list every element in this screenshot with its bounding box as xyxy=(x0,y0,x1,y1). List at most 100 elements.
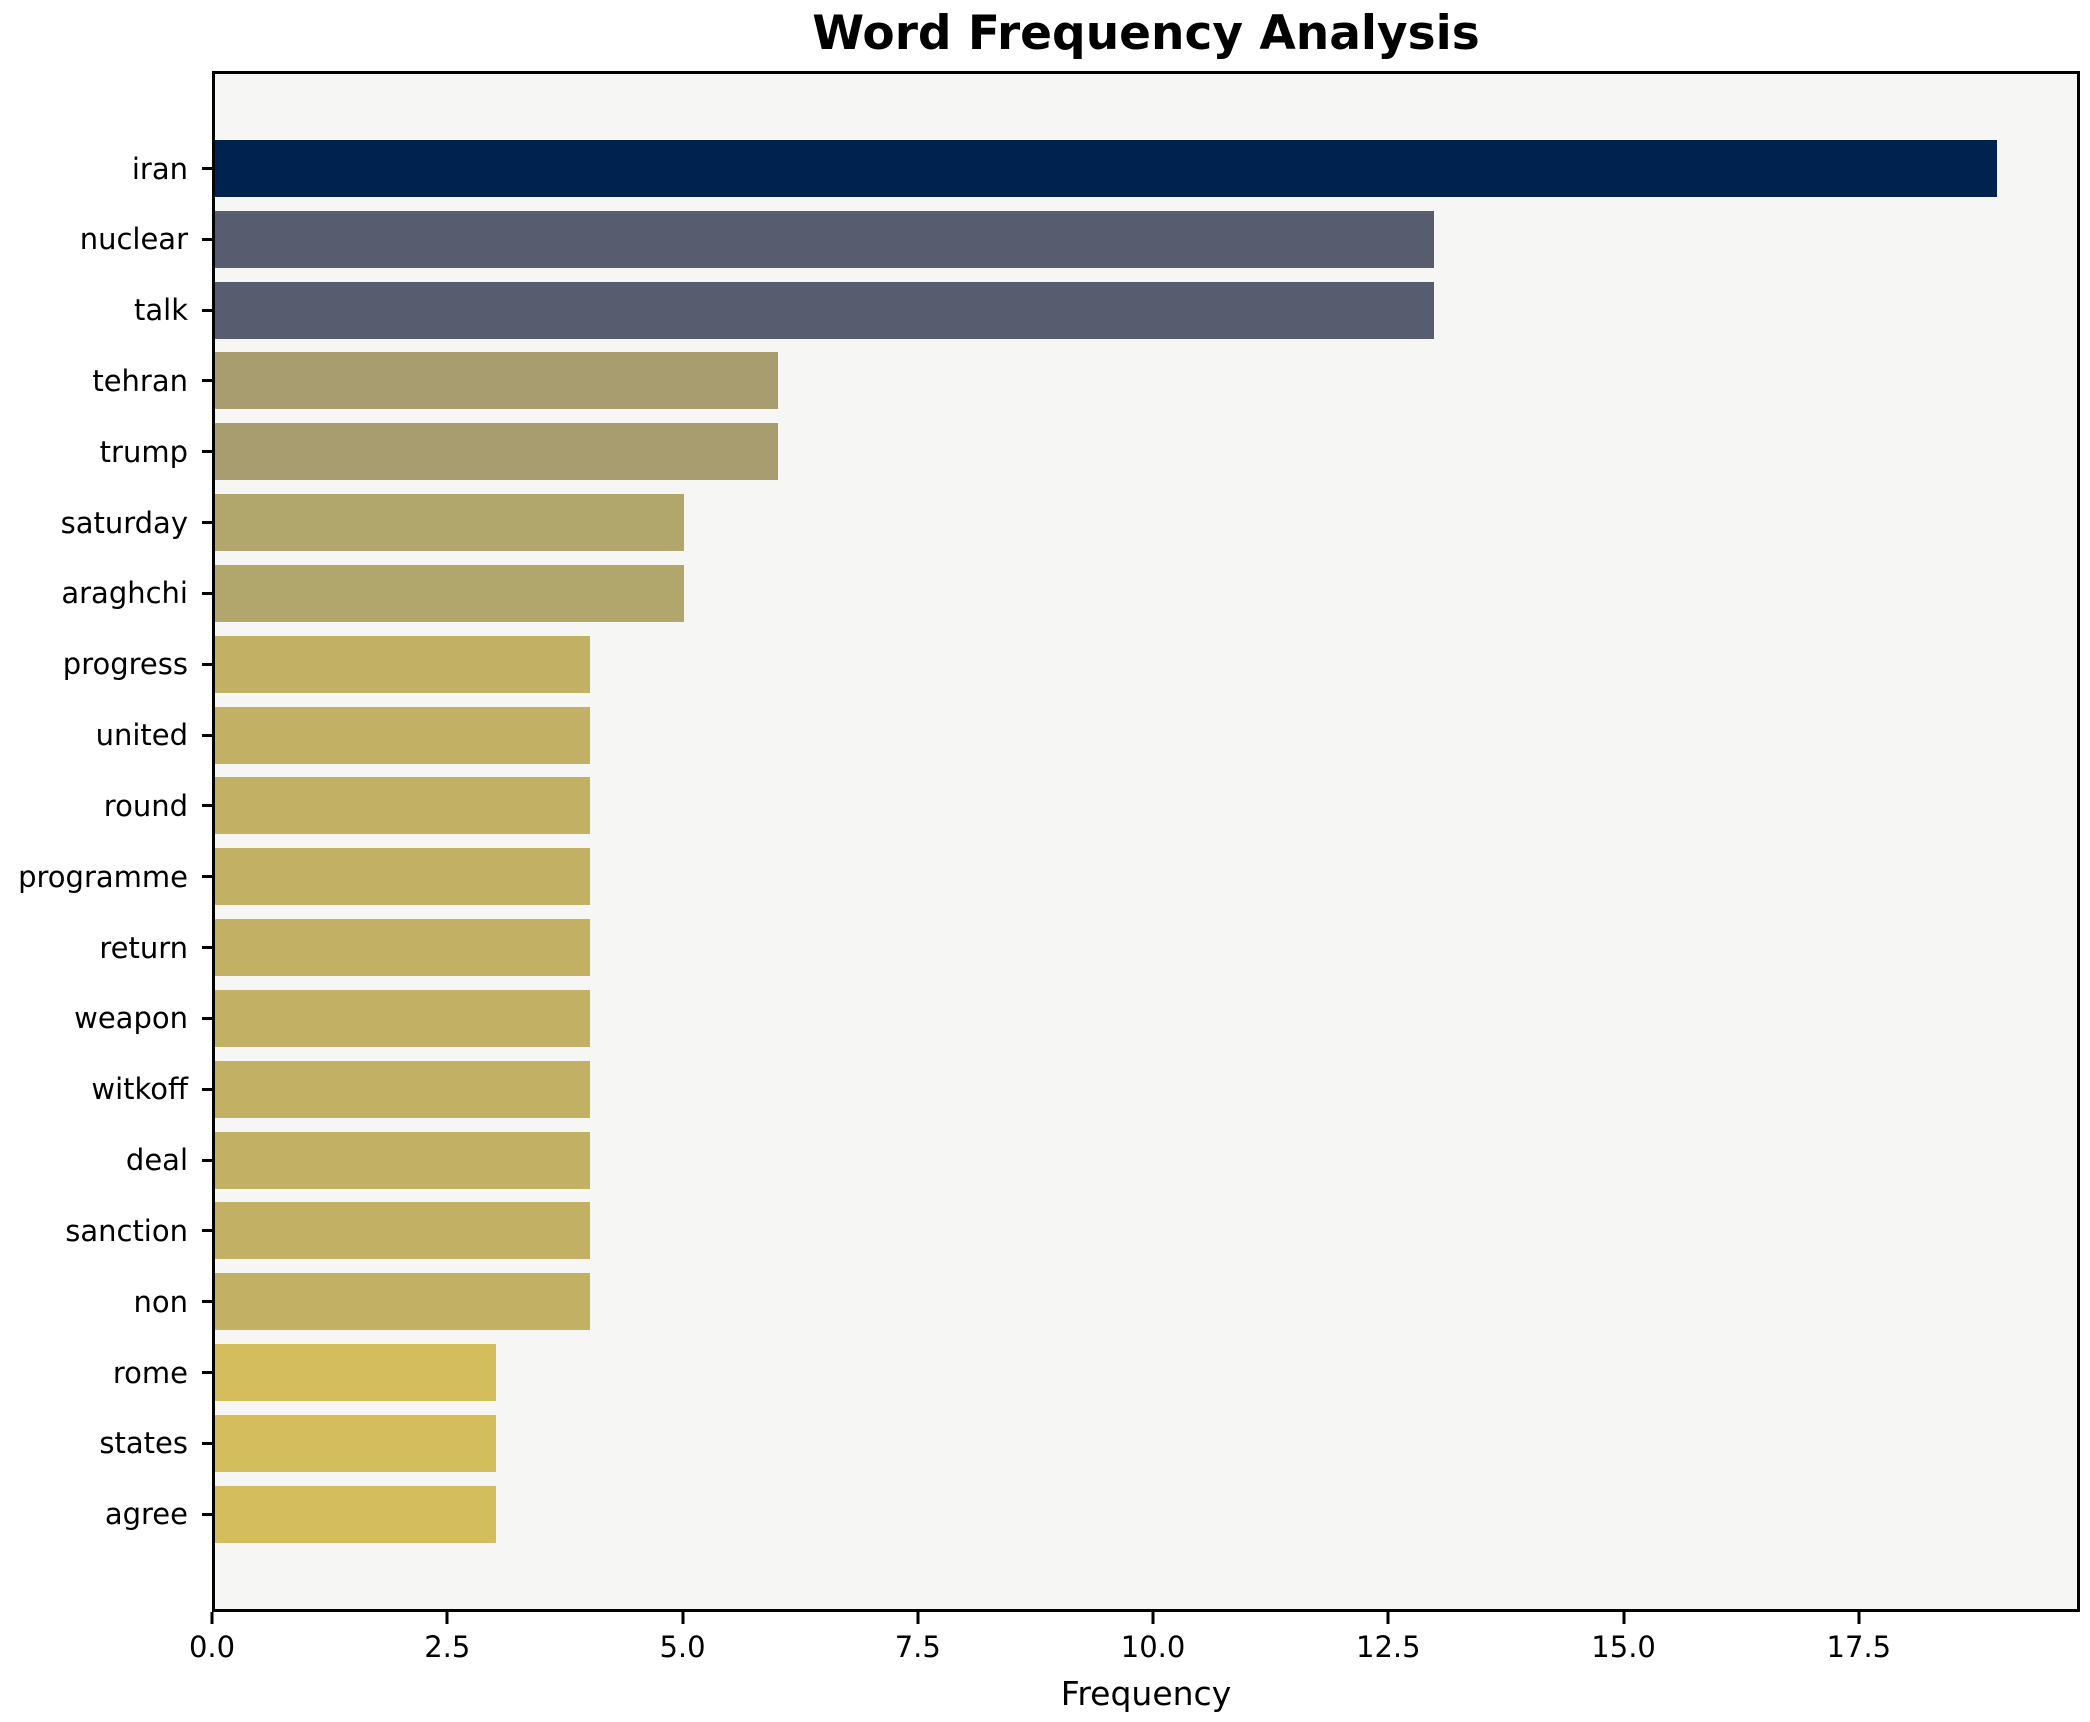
frequency-bar xyxy=(215,919,591,977)
x-tick-mark xyxy=(210,1612,214,1624)
y-tick-mark xyxy=(202,167,212,170)
category-label: araghchi xyxy=(61,576,188,611)
frequency-bar xyxy=(215,1060,591,1118)
category-label: deal xyxy=(125,1143,188,1178)
y-tick-mark xyxy=(202,379,212,383)
frequency-bar xyxy=(215,1131,591,1189)
y-tick-mark xyxy=(202,237,212,241)
category-label: agree xyxy=(104,1497,188,1532)
frequency-bar xyxy=(215,848,591,906)
plot-area: iran nuclear talk tehran trump saturday araghc… xyxy=(18,71,2080,1612)
frequency-bar xyxy=(215,706,591,764)
category-label: states xyxy=(99,1426,188,1461)
frequency-bar xyxy=(215,210,1435,268)
category-label: united xyxy=(95,718,188,753)
frequency-bar xyxy=(215,1202,591,1260)
bar-row-united: united xyxy=(96,706,2077,764)
category-label: weapon xyxy=(74,1001,188,1036)
y-tick-mark xyxy=(202,804,212,808)
x-axis: 0.0 2.5 5.0 7.5 10.0 12.5 15.0 17.5 xyxy=(189,1612,2080,1672)
x-tick-mark xyxy=(1151,1612,1155,1624)
category-label: tehran xyxy=(92,363,188,398)
x-tick-mark xyxy=(445,1612,449,1624)
frequency-bar xyxy=(215,352,778,410)
x-tick-label: 7.5 xyxy=(894,1630,941,1664)
x-tick-label: 2.5 xyxy=(424,1630,471,1664)
frequency-bar xyxy=(215,635,591,693)
x-tick-label: 0.0 xyxy=(188,1630,236,1664)
category-label: rome xyxy=(112,1355,188,1390)
frequency-bar xyxy=(215,1485,497,1543)
category-label: programme xyxy=(18,859,188,894)
bar-row-non: non xyxy=(133,1273,2077,1331)
x-tick-label: 12.5 xyxy=(1356,1630,1421,1664)
y-tick-mark xyxy=(202,521,212,525)
y-tick-mark xyxy=(202,1300,212,1304)
frequency-bar xyxy=(215,423,778,481)
y-tick-mark xyxy=(202,1016,212,1020)
y-tick-mark xyxy=(202,1158,212,1162)
y-tick-mark xyxy=(202,450,212,454)
bar-row-trump: trump xyxy=(100,423,2077,481)
bar-row-tehran: tehran xyxy=(92,352,2077,410)
x-tick-mark xyxy=(1857,1612,1861,1624)
frequency-bar xyxy=(215,777,591,835)
bar-row-round: round xyxy=(104,777,2077,835)
x-tick-mark xyxy=(1386,1612,1390,1624)
x-tick-label: 17.5 xyxy=(1826,1630,1892,1664)
bar-row-agree: agree xyxy=(105,1485,2077,1543)
y-tick-mark xyxy=(202,308,212,312)
frequency-bar xyxy=(215,989,591,1047)
x-axis-title: Frequency xyxy=(1060,1674,1232,1713)
bar-row-progress: progress xyxy=(63,635,2077,693)
bar-row-rome: rome xyxy=(113,1344,2077,1402)
bar-row-states: states xyxy=(99,1414,2077,1472)
y-tick-mark xyxy=(202,662,212,666)
category-label: witkoff xyxy=(91,1072,188,1107)
bar-row-talk: talk xyxy=(134,281,2077,339)
category-label: nuclear xyxy=(79,222,188,257)
x-tick-mark xyxy=(916,1612,920,1624)
bar-row-saturday: saturday xyxy=(61,494,2077,552)
frequency-bar xyxy=(215,1273,591,1331)
frequency-bar xyxy=(215,1414,497,1472)
x-tick-mark xyxy=(681,1612,685,1624)
y-tick-mark xyxy=(202,875,212,879)
bar-row-programme: programme xyxy=(18,848,2077,906)
y-tick-mark xyxy=(202,946,212,950)
category-label: trump xyxy=(99,434,188,469)
frequency-bar xyxy=(215,1344,497,1402)
y-tick-mark xyxy=(202,1229,212,1233)
x-tick-label: 15.0 xyxy=(1591,1630,1656,1664)
y-tick-mark xyxy=(202,1371,212,1375)
chart-title: Word Frequency Analysis xyxy=(812,6,1480,61)
x-tick-mark xyxy=(1622,1612,1626,1624)
y-tick-mark xyxy=(202,1512,212,1516)
frequency-bar xyxy=(215,494,685,552)
bar-row-deal: deal xyxy=(126,1131,2077,1189)
category-label: iran xyxy=(131,151,188,186)
category-label: non xyxy=(133,1284,188,1319)
bar-row-iran: iran xyxy=(132,140,2077,197)
bars-container: iran nuclear talk tehran trump saturday araghc… xyxy=(18,74,2077,1609)
category-label: round xyxy=(103,788,188,823)
bar-row-araghchi: araghchi xyxy=(61,564,2077,622)
frequency-bar xyxy=(215,281,1435,339)
category-label: saturday xyxy=(60,505,188,540)
bar-row-weapon: weapon xyxy=(74,989,2077,1047)
category-label: talk xyxy=(134,293,188,328)
category-label: progress xyxy=(62,647,188,682)
bar-row-nuclear: nuclear xyxy=(80,210,2077,268)
x-tick-label: 5.0 xyxy=(659,1630,706,1664)
frequency-bar xyxy=(215,140,1998,197)
bar-row-return: return xyxy=(99,919,2077,977)
y-tick-mark xyxy=(202,591,212,595)
x-tick-label: 10.0 xyxy=(1120,1630,1186,1664)
frequency-bar xyxy=(215,564,685,622)
y-tick-mark xyxy=(202,733,212,737)
category-label: return xyxy=(99,930,188,965)
bar-row-sanction: sanction xyxy=(65,1202,2077,1260)
category-label: sanction xyxy=(65,1213,188,1248)
bar-row-witkoff: witkoff xyxy=(91,1060,2077,1118)
